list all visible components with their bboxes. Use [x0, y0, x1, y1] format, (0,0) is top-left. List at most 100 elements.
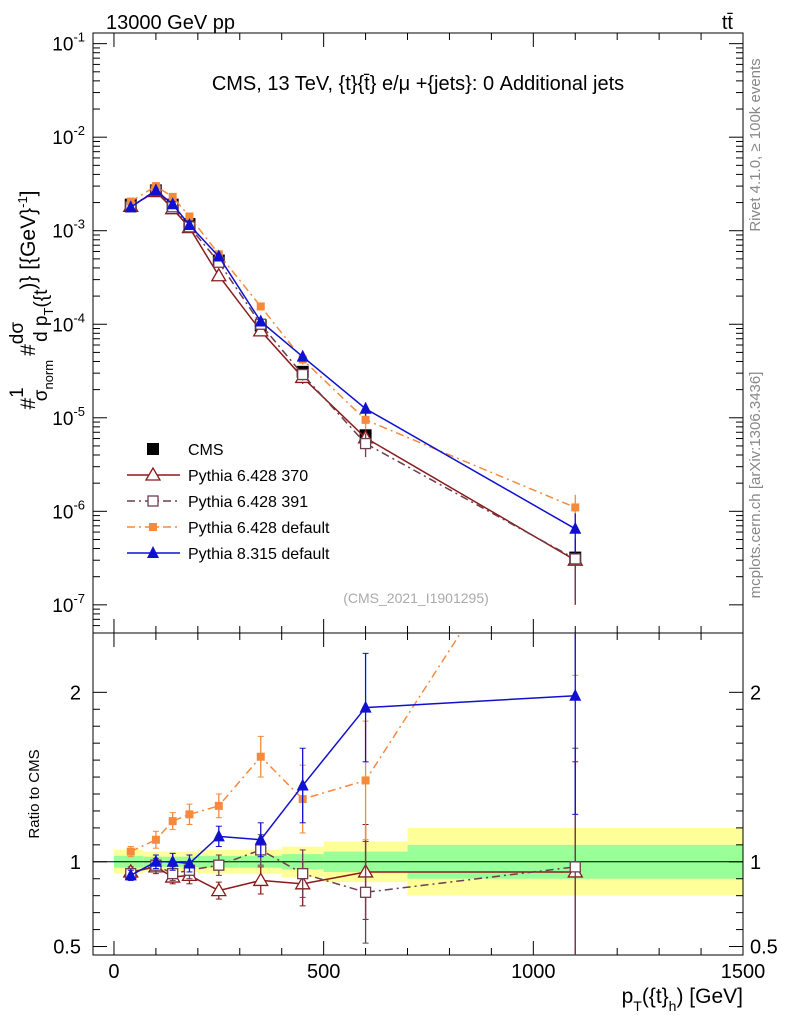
ratio-point-py6_391 [359, 886, 372, 898]
point-py8 [254, 314, 267, 327]
main-y-tick-exponent: -3 [73, 217, 85, 232]
legend-item-py6_391: Pythia 6.428 391 [127, 494, 308, 511]
ratio-point-py8 [569, 688, 582, 701]
main-y-tick-label: 10-3 [52, 217, 85, 243]
series-line-py6_default [130, 185, 576, 509]
xlabel-p: p [622, 985, 634, 1008]
ratio-point-py6_default [151, 835, 160, 844]
main-plot-frame [92, 32, 744, 634]
main-y-tick-label: 10-4 [52, 310, 85, 336]
legend-marker-py8 [147, 546, 159, 558]
ylabel-norm: norm [41, 360, 56, 390]
ratio-x-tick-label: 500 [307, 961, 340, 983]
point-py6_default [185, 212, 194, 221]
ratio-y-tick-label: 1 [70, 852, 81, 874]
ratio-y-tick-label-right: 0.5 [750, 937, 778, 959]
legend-item-py8: Pythia 8.315 default [127, 546, 330, 563]
main-y-tick-mantissa: 10 [52, 596, 73, 617]
point-py6_391 [359, 437, 372, 450]
series-py8 [124, 183, 582, 554]
ratio-x-tick-label: 1500 [721, 961, 766, 983]
series-py6_370 [122, 183, 584, 605]
point-py6_default [168, 192, 177, 201]
point-py8 [569, 521, 582, 534]
legend-item-py6_default: Pythia 6.428 default [127, 520, 330, 537]
ratio-point-py8 [254, 832, 267, 845]
main-y-tick-mantissa: 10 [52, 128, 73, 149]
ratio-point-py6_default [256, 752, 265, 761]
main-y-tick-exponent: -2 [73, 123, 85, 138]
main-y-tick-mantissa: 10 [52, 35, 73, 56]
point-py8 [149, 183, 162, 196]
ratio-x-axis: 0 500 1000 1500 [108, 633, 765, 983]
ratio-point-py6_default [214, 801, 223, 810]
ratio-x-tick-label: 0 [108, 961, 119, 983]
ratio-point-py6_default [185, 810, 194, 819]
main-y-tick-exponent: -1 [73, 30, 85, 45]
point-py6_default [571, 503, 580, 512]
ylabel-t-sub: T [41, 308, 56, 316]
ratio-y-tick-label: 2 [70, 682, 81, 704]
legend-label-py8: Pythia 8.315 default [188, 546, 330, 563]
ylabel-sigma: σ [31, 389, 52, 401]
ylabel-dsigma: dσ [7, 322, 28, 345]
ratio-x-tick-label: 1000 [511, 961, 556, 983]
legend-label-cms: CMS [188, 442, 224, 459]
legend-item-cms: CMS [147, 442, 224, 459]
main-y-tick-mantissa: 10 [52, 409, 73, 430]
legend-label-py6_370: Pythia 6.428 370 [188, 468, 308, 485]
xlabel-t-sub: T [633, 998, 642, 1014]
ylabel-dpt: d p [31, 316, 52, 342]
point-py6_default [361, 415, 370, 424]
ratio-point-py8 [359, 700, 372, 713]
point-py6_370 [210, 267, 227, 282]
ratio-series-group [122, 633, 584, 955]
ratio-y-axis: 0.5 0.5 1 1 2 2 [53, 682, 778, 958]
series-py6_391 [125, 184, 581, 601]
xlabel-h-sub: h [669, 998, 677, 1014]
point-py6_391 [297, 368, 309, 381]
legend: CMS Pythia 6.428 370 Pythia 6.428 391 Pythi… [127, 442, 330, 563]
ratio-point-py6_391 [297, 868, 309, 880]
ylabel-exp: -1 [15, 196, 30, 208]
ratio-point-py6_default [168, 817, 177, 826]
main-y-tick-mantissa: 10 [52, 315, 73, 336]
ratio-y-tick-label-right: 2 [750, 682, 761, 704]
analysis-id-label: (CMS_2021_I1901295) [343, 590, 489, 606]
rivet-version-label: Rivet 4.1.0, ≥ 100k events [747, 58, 764, 231]
ratio-point-py8 [183, 856, 196, 869]
ratio-point-py6_391 [569, 861, 581, 873]
xlabel-arg: ({t} [642, 985, 669, 1008]
ylabel-hash2: # [17, 344, 40, 356]
main-x-axis-ticks [113, 33, 744, 633]
main-y-axis: 10-110-210-310-410-510-610-7 [52, 30, 743, 634]
ratio-point-py8 [124, 868, 137, 881]
main-y-tick-label: 10-1 [52, 30, 85, 56]
legend-marker-py6_370 [144, 466, 162, 481]
main-chart-title: CMS, 13 TeV, {t}{t̄} e/μ +{jets}: 0 Addi… [212, 73, 624, 95]
point-py6_391 [569, 553, 581, 565]
x-axis-label: pT({t}h) [GeV] [622, 985, 743, 1014]
legend-marker-py6_default [149, 523, 157, 531]
ylabel-one: 1 [7, 387, 28, 398]
main-y-tick-label: 10-6 [52, 497, 85, 523]
ratio-y-tick-label-right: 1 [750, 852, 761, 874]
process-label: tt̄ [722, 12, 734, 34]
ratio-point-py8 [212, 829, 225, 842]
main-y-tick-exponent: -6 [73, 497, 85, 512]
legend-marker-cms [147, 443, 159, 455]
ratio-point-py6_370 [252, 872, 269, 887]
main-panel: CMS, 13 TeV, {t}{t̄} e/μ +{jets}: 0 Addi… [7, 30, 744, 634]
mcplots-site-label: mcplots.cern.ch [arXiv:1306.3436] [747, 372, 764, 599]
ratio-point-py8 [166, 854, 179, 867]
main-series-group [122, 182, 584, 605]
energy-label: 13000 GeV pp [106, 12, 235, 34]
ylabel-arg: ({t [31, 289, 52, 308]
point-py8 [212, 249, 225, 262]
legend-item-py6_370: Pythia 6.428 370 [127, 466, 308, 485]
ratio-point-py6_default [126, 847, 135, 856]
main-y-tick-exponent: -7 [73, 591, 85, 606]
ylabel-close: )} [{GeV} [17, 208, 40, 290]
